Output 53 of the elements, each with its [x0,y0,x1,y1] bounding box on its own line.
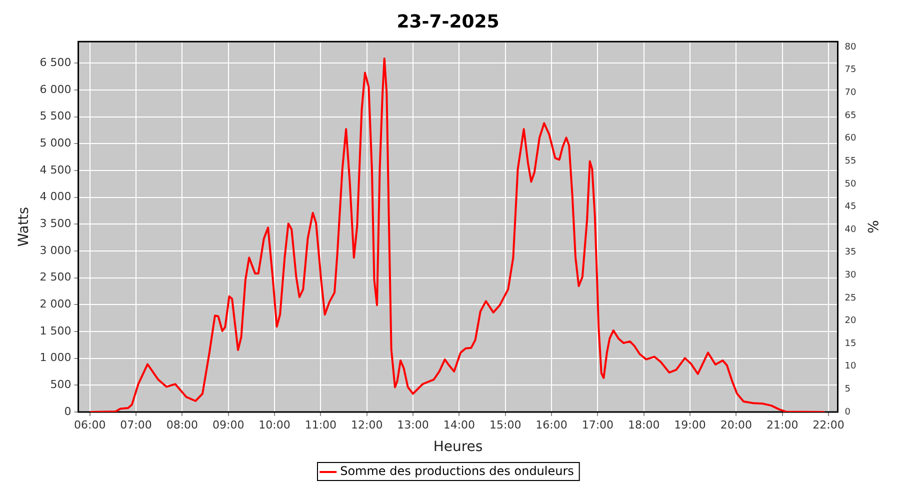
y2-tick-label: 20 [844,316,856,326]
x-tick-label: 06:00 [74,418,106,432]
x-tick-label: 15:00 [489,418,522,432]
y2-tick-label: 15 [844,338,856,349]
y-tick-label: 1 500 [40,324,72,338]
y-tick-label: 5 500 [40,110,72,123]
y-tick-label: 3 500 [40,216,72,230]
y2-axis-title: % [864,220,880,234]
x-tick-label: 20:00 [720,418,752,432]
y-tick-label: 2 500 [40,270,72,284]
y-tick-label: 1 000 [40,351,72,364]
y-tick-label: 2 000 [40,297,72,310]
x-tick-label: 22:00 [812,418,844,432]
y-tick-label: 4 000 [40,190,72,204]
x-tick-label: 19:00 [674,418,706,432]
y2-tick-label: 60 [844,134,856,144]
y2-tick-label: 80 [844,42,856,52]
x-tick-label: 17:00 [582,418,614,432]
y2-tick-label: 10 [844,362,856,372]
y-tick-label: 0 [64,404,72,418]
y2-tick-label: 75 [844,65,856,76]
x-axis-title: Heures [433,439,483,456]
y2-tick-label: 0 [844,407,851,418]
x-tick-label: 14:00 [443,418,476,432]
y-axis-title: Watts [16,206,32,247]
x-tick-label: 07:00 [120,418,152,432]
y2-tick-label: 55 [844,156,856,166]
x-tick-label: 16:00 [536,418,568,432]
y-tick-label: 6 500 [40,56,72,69]
y2-tick-label: 30 [844,270,856,280]
x-tick-label: 13:00 [397,418,429,432]
y2-tick-label: 35 [844,248,856,258]
x-tick-label: 21:00 [766,418,798,432]
y-tick-label: 3 000 [40,244,72,257]
y2-tick-label: 65 [844,110,856,121]
y-tick-label: 5 000 [40,136,72,150]
y2-tick-label: 70 [844,88,856,98]
y2-tick-label: 50 [844,179,856,190]
chart-title: 23-7-2025 [396,11,500,32]
x-tick-label: 12:00 [350,418,383,432]
y-tick-label: 6 000 [40,82,72,96]
x-tick-label: 10:00 [258,418,290,432]
y-tick-label: 500 [50,378,72,392]
y-tick-label: 4 500 [40,163,72,176]
x-tick-label: 11:00 [304,418,337,432]
y2-tick-label: 40 [844,224,856,235]
y2-tick-label: 45 [844,202,856,212]
x-tick-label: 18:00 [628,418,660,432]
y2-tick-label: 5 [844,384,850,395]
x-tick-label: 08:00 [166,418,198,432]
y2-tick-label: 25 [844,293,856,304]
legend-label: Somme des productions des onduleurs [340,464,574,478]
x-tick-label: 09:00 [212,418,244,432]
